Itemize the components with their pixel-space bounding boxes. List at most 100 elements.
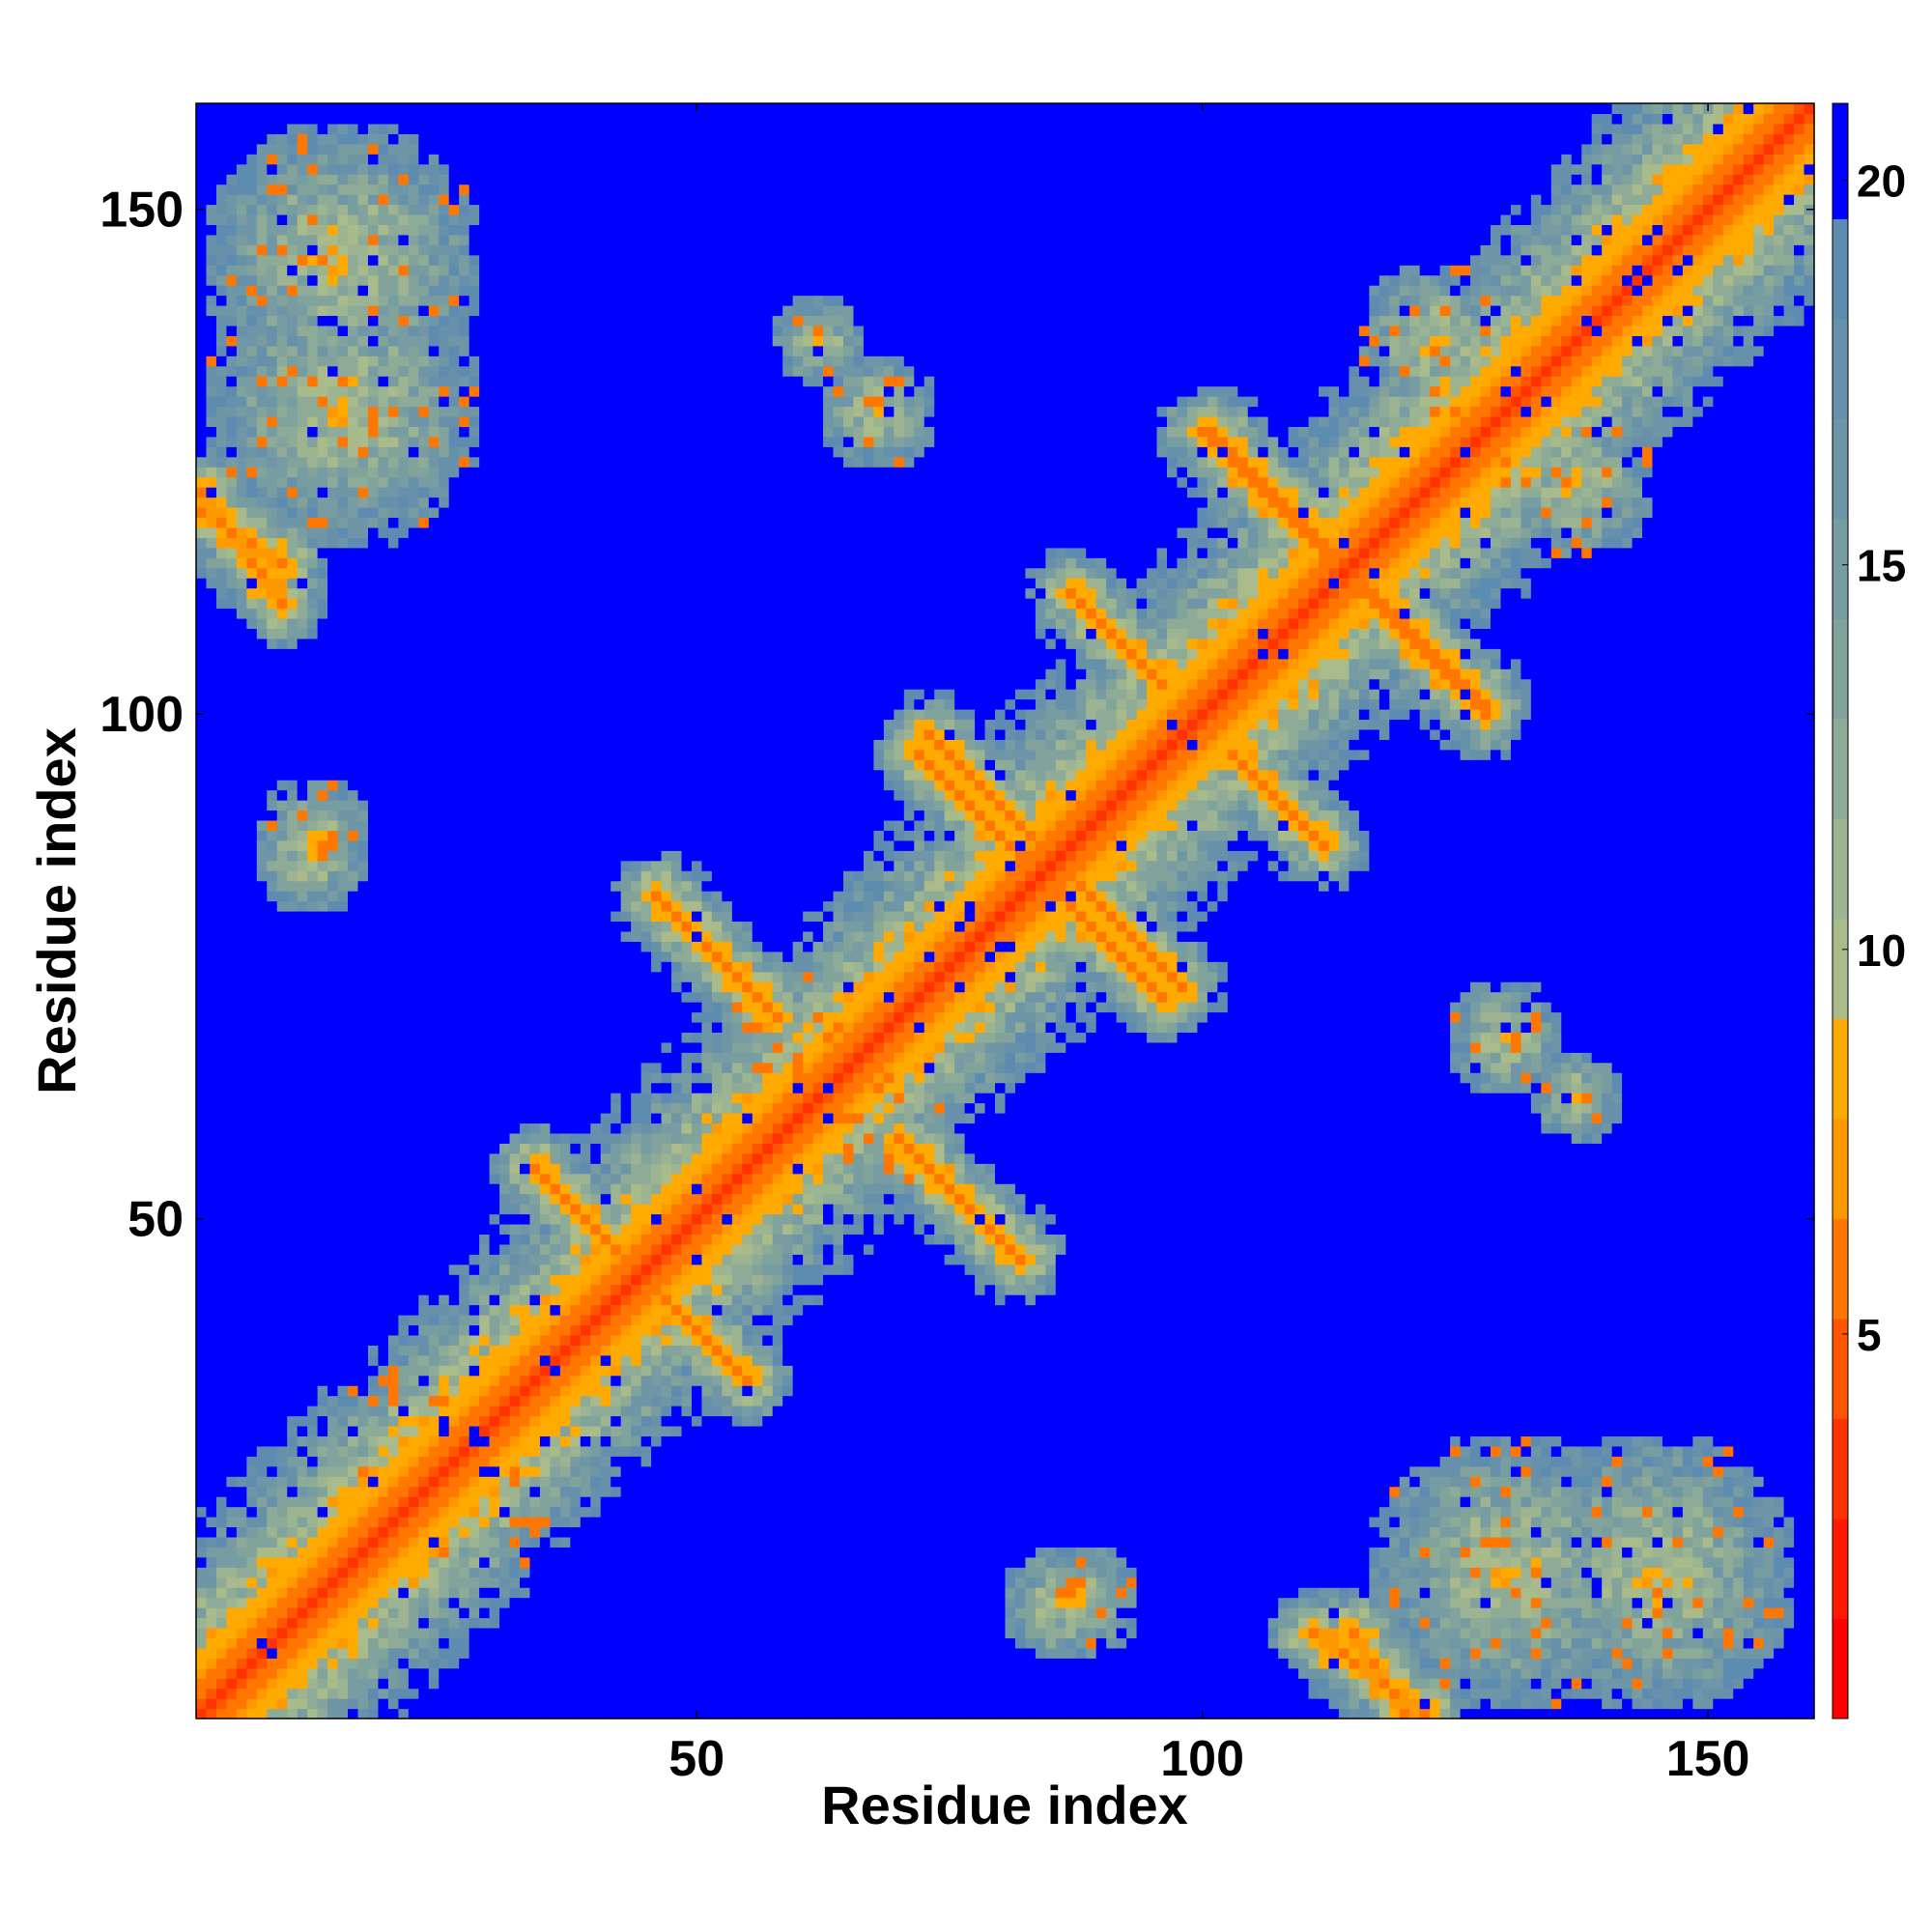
heatmap-cell	[317, 1315, 328, 1326]
heatmap-cell	[276, 234, 288, 245]
heatmap-cell	[337, 204, 349, 215]
heatmap-cell	[297, 274, 308, 286]
heatmap-cell	[307, 749, 319, 760]
heatmap-cell	[499, 1617, 511, 1629]
heatmap-cell	[459, 1223, 470, 1235]
heatmap-cell	[459, 1597, 470, 1608]
heatmap-cell	[357, 1385, 369, 1397]
heatmap-cell	[489, 1517, 500, 1528]
heatmap-cell	[348, 587, 359, 599]
heatmap-cell	[367, 1152, 380, 1164]
heatmap-cell	[236, 930, 247, 942]
heatmap-cell	[418, 1375, 430, 1386]
heatmap-cell	[448, 1708, 460, 1719]
heatmap-cell	[479, 1607, 491, 1619]
heatmap-cell	[428, 648, 440, 660]
heatmap-cell	[337, 224, 349, 236]
heatmap-cell	[215, 991, 228, 1003]
heatmap-cell	[297, 800, 308, 811]
heatmap-cell	[206, 1223, 217, 1235]
heatmap-cell	[226, 396, 238, 408]
heatmap-cell	[408, 668, 419, 680]
heatmap-cell	[206, 850, 217, 862]
heatmap-cell	[276, 850, 288, 862]
heatmap-cell	[196, 1567, 208, 1578]
heatmap-cell	[428, 426, 440, 438]
heatmap-cell	[226, 1375, 238, 1386]
heatmap-cell	[236, 1526, 247, 1538]
heatmap-cell	[408, 981, 419, 993]
heatmap-cell	[246, 1284, 258, 1295]
heatmap-cell	[428, 1375, 440, 1386]
heatmap-cell	[317, 638, 328, 649]
heatmap-cell	[256, 1406, 268, 1417]
heatmap-cell	[499, 1173, 511, 1184]
heatmap-cell	[509, 1486, 521, 1497]
heatmap-cell	[196, 113, 208, 125]
heatmap-cell	[196, 1173, 208, 1184]
heatmap-cell	[226, 991, 238, 1003]
heatmap-cell	[317, 1284, 328, 1295]
heatmap-cell	[408, 1315, 419, 1326]
heatmap-cell	[448, 1173, 460, 1184]
heatmap-cell	[459, 698, 470, 710]
heatmap-cell	[297, 406, 308, 417]
heatmap-cell	[398, 1264, 410, 1275]
heatmap-cell	[378, 1354, 389, 1366]
heatmap-cell	[215, 800, 228, 811]
heatmap-cell	[459, 1385, 470, 1397]
heatmap-cell	[479, 204, 491, 215]
heatmap-cell	[479, 578, 491, 589]
heatmap-cell	[378, 1274, 389, 1286]
heatmap-cell	[479, 1183, 491, 1195]
heatmap-cell	[469, 274, 480, 286]
heatmap-cell	[206, 728, 217, 740]
heatmap-cell	[499, 719, 511, 730]
heatmap-cell	[378, 123, 389, 134]
heatmap-cell	[448, 1526, 460, 1538]
heatmap-cell	[307, 295, 319, 306]
heatmap-cell	[499, 749, 511, 760]
heatmap-cell	[246, 325, 258, 336]
heatmap-cell	[408, 376, 419, 387]
heatmap-cell	[226, 265, 238, 276]
heatmap-cell	[256, 355, 268, 367]
heatmap-cell	[317, 213, 328, 225]
heatmap-cell	[307, 880, 319, 892]
heatmap-cell	[276, 800, 288, 811]
heatmap-cell	[367, 1658, 380, 1669]
heatmap-cell	[226, 1334, 238, 1346]
heatmap-cell	[215, 1143, 228, 1154]
heatmap-cell	[479, 1678, 491, 1690]
heatmap-cell	[236, 497, 247, 508]
heatmap-cell	[408, 163, 419, 175]
heatmap-cell	[317, 759, 328, 771]
heatmap-cell	[256, 1122, 268, 1134]
heatmap-cell	[317, 1597, 328, 1608]
heatmap-cell	[408, 1667, 419, 1679]
heatmap-cell	[337, 174, 349, 185]
heatmap-cell	[428, 1536, 440, 1548]
heatmap-cell	[215, 154, 228, 165]
heatmap-cell	[378, 1122, 389, 1134]
heatmap-cell	[367, 1577, 380, 1588]
heatmap-cell	[276, 1617, 288, 1629]
heatmap-cell	[267, 1435, 278, 1447]
heatmap-cell	[489, 1476, 500, 1488]
heatmap-cell	[439, 1385, 450, 1397]
heatmap-cell	[509, 1647, 521, 1659]
heatmap-cell	[307, 194, 319, 206]
heatmap-cell	[348, 1062, 359, 1073]
heatmap-cell	[317, 204, 328, 215]
heatmap-cell	[378, 638, 389, 649]
heatmap-cell	[327, 648, 339, 660]
heatmap-cell	[469, 1082, 480, 1094]
heatmap-cell	[469, 1354, 480, 1366]
heatmap-cell	[428, 385, 440, 397]
heatmap-cell	[408, 658, 419, 669]
heatmap-cell	[418, 1243, 430, 1255]
heatmap-cell	[479, 1698, 491, 1710]
heatmap-cell	[408, 224, 419, 236]
heatmap-cell	[469, 1597, 480, 1608]
heatmap-cell	[236, 1637, 247, 1649]
